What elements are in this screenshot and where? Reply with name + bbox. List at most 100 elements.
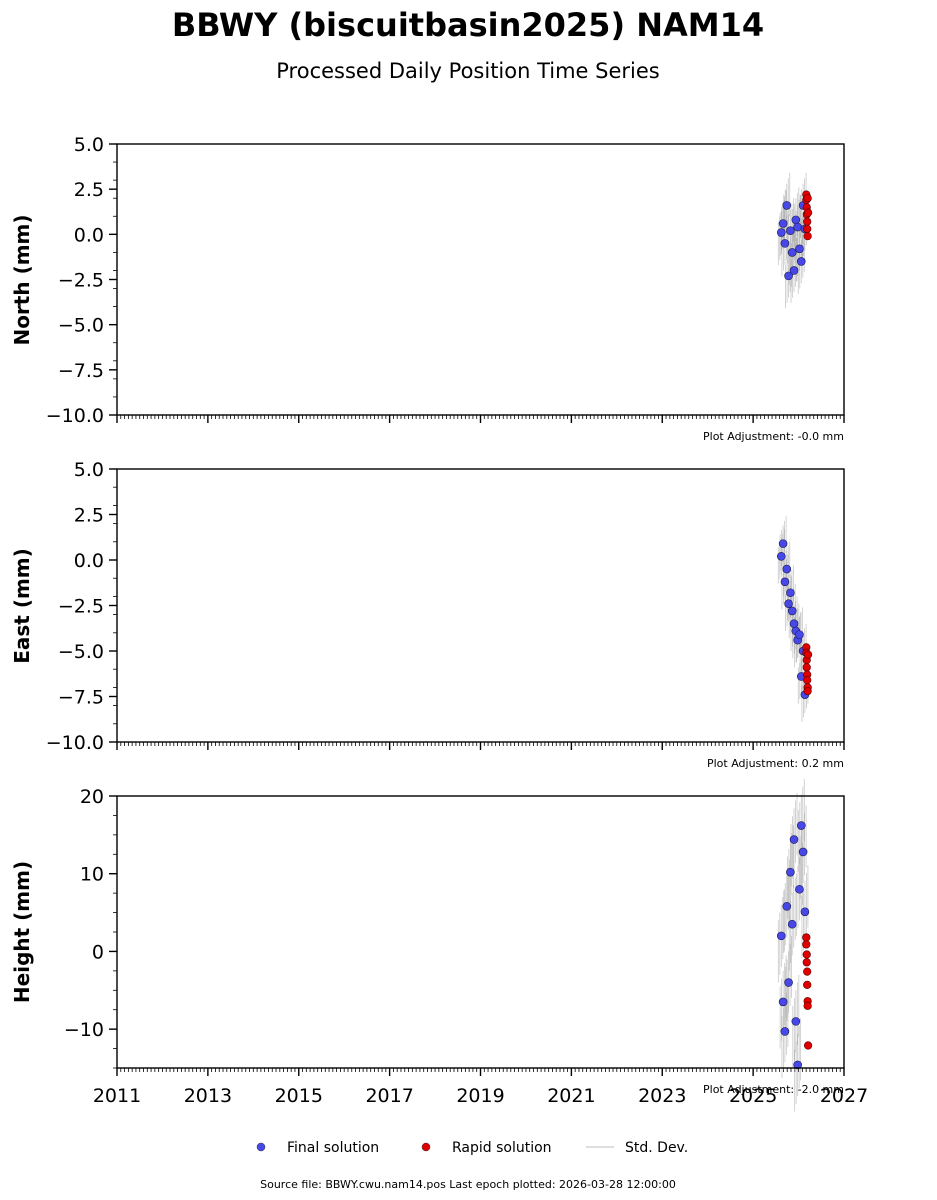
y-tick-label: 5.0 [74, 134, 104, 156]
plot-adjustment-note: Plot Adjustment: -2.0 mm [703, 1083, 844, 1096]
source-footer: Source file: BBWY.cwu.nam14.pos Last epo… [260, 1178, 676, 1191]
legend: Final solution Rapid solution Std. Dev. [256, 1140, 688, 1156]
rapid-solution-point [803, 686, 812, 696]
plot-frame [116, 143, 845, 416]
legend-marker [256, 1142, 266, 1152]
y-tick-label: −2.5 [58, 270, 104, 292]
x-tick-label: 2015 [275, 1085, 323, 1107]
y-tick-label: 2.5 [74, 179, 104, 201]
final-solution-point [789, 619, 799, 629]
y-axis-label: North (mm) [10, 214, 34, 345]
legend-label: Std. Dev. [625, 1140, 688, 1156]
rapid-solution-point [803, 1001, 812, 1010]
legend-marker [421, 1142, 431, 1152]
rapid-solution-point [803, 224, 812, 234]
final-solution-point [793, 1060, 802, 1070]
final-solution-point [784, 978, 793, 987]
final-solution-point [786, 588, 795, 598]
x-tick-label: 2027 [820, 1085, 868, 1107]
rapid-solution-point [802, 663, 811, 672]
final-solution-point [791, 1017, 801, 1026]
x-tick-label: 2025 [729, 1085, 777, 1107]
final-solution-point [776, 931, 786, 941]
final-solution-point [789, 835, 799, 844]
y-tick-label: −10 [64, 1019, 104, 1041]
y-tick-label: −5.0 [58, 315, 104, 337]
final-solution-point [778, 997, 788, 1007]
final-solution-point [787, 919, 797, 929]
y-tick-label: −5.0 [58, 641, 104, 663]
y-tick-label: 0.0 [74, 224, 104, 246]
final-solution-point [778, 539, 788, 548]
y-tick-label: −7.5 [58, 687, 104, 709]
final-solution-point [796, 257, 806, 266]
final-solution-point [786, 226, 795, 236]
y-tick-label: 5.0 [74, 459, 104, 481]
y-tick-label: −10.0 [46, 732, 104, 754]
rapid-solution-point [803, 967, 812, 976]
rapid-solution-point [803, 217, 812, 226]
y-axis-label: East (mm) [10, 548, 34, 664]
final-solution-point [787, 248, 797, 257]
y-tick-label: 2.5 [74, 505, 104, 527]
y-axis-label: Height (mm) [10, 861, 34, 1003]
final-solution-point [791, 215, 801, 225]
y-tick-label: −7.5 [58, 360, 104, 382]
final-solution-point [784, 599, 793, 608]
x-tick-label: 2019 [456, 1085, 504, 1107]
figure-subtitle: Processed Daily Position Time Series [276, 59, 660, 83]
x-tick-label: 2017 [365, 1085, 413, 1107]
rapid-solution-point [803, 676, 812, 685]
panel-2: 5.0 2.5 0.0 −2.5 −5.0 −7.5 −10.0 East (mm) Plot … [10, 459, 845, 770]
plot-frame [116, 468, 845, 743]
final-solution-point [800, 907, 810, 917]
rapid-solution-point [804, 1041, 813, 1050]
y-tick-label: 20 [80, 786, 104, 808]
panels: 5.0 2.5 0.0 −2.5 −5.0 −7.5 −10.0 North (mm) Plot… [10, 134, 868, 1112]
final-solution-point [780, 577, 790, 587]
final-solution-point [784, 271, 793, 281]
rapid-solution-point [804, 650, 813, 659]
legend-label: Final solution [287, 1140, 379, 1156]
rapid-solution-point [803, 232, 812, 241]
final-solution-point [795, 884, 804, 894]
plot-adjustment-note: Plot Adjustment: 0.2 mm [707, 757, 844, 770]
x-tick-label: 2013 [184, 1085, 232, 1107]
final-solution-point [780, 239, 790, 248]
y-tick-label: 0 [92, 941, 104, 963]
final-solution-point [776, 552, 786, 561]
plot-adjustment-note: Plot Adjustment: -0.0 mm [703, 430, 844, 443]
final-solution-point [782, 902, 792, 911]
rapid-solution-point [803, 194, 812, 203]
final-solution-point [793, 222, 802, 232]
legend-label: Rapid solution [452, 1140, 552, 1156]
final-solution-point [786, 867, 795, 877]
rapid-solution-point [803, 980, 812, 989]
final-solution-point [782, 201, 792, 210]
y-tick-label: −2.5 [58, 596, 104, 618]
final-solution-point [776, 228, 786, 237]
y-tick-label: 10 [80, 864, 104, 886]
y-tick-label: 0.0 [74, 550, 104, 572]
panel-1: 5.0 2.5 0.0 −2.5 −5.0 −7.5 −10.0 North (mm) Plot… [10, 134, 845, 443]
rapid-solution-point [802, 933, 811, 942]
x-tick-label: 2023 [638, 1085, 686, 1107]
x-tick-label: 2021 [547, 1085, 595, 1107]
rapid-solution-point [802, 950, 811, 959]
rapid-solution-point [804, 208, 813, 217]
x-tick-label: 2011 [93, 1085, 141, 1107]
rapid-solution-point [802, 940, 811, 949]
final-solution-point [780, 1027, 790, 1036]
rapid-solution-point [802, 958, 811, 967]
final-solution-point [778, 219, 788, 228]
plot-frame [116, 795, 845, 1069]
figure-title: BBWY (biscuitbasin2025) NAM14 [172, 6, 764, 44]
final-solution-point [795, 630, 804, 639]
final-solution-point [798, 847, 808, 857]
final-solution-point [796, 821, 806, 830]
final-solution-point [795, 244, 804, 254]
final-solution-point [789, 266, 799, 275]
final-solution-point [787, 606, 797, 616]
final-solution-point [782, 564, 792, 574]
